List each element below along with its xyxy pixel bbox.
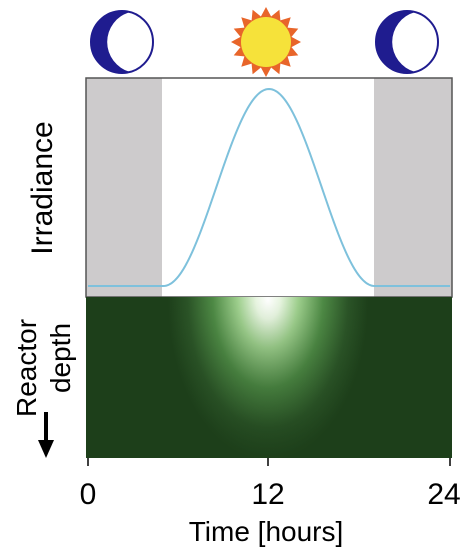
x-axis-label: Time [hours] (189, 516, 344, 547)
down-arrow-icon (38, 412, 54, 458)
sun-icon (231, 7, 301, 77)
x-tick-24: 24 (427, 478, 460, 511)
moon-crescent (375, 11, 415, 74)
reactor-ylabel-line2: depth (45, 323, 76, 393)
x-tick-12: 12 (251, 478, 284, 511)
x-tick-0: 0 (80, 478, 97, 511)
irradiance-curve (88, 87, 450, 287)
night-shade-right (374, 78, 452, 297)
night-shade-left (86, 78, 162, 297)
moon-icon (90, 10, 154, 74)
moon-crescent (90, 10, 130, 74)
reactor-ylabel-line1: Reactor (11, 319, 42, 417)
moon-icon (375, 10, 439, 74)
x-axis: 0 12 24 Time [hours] (80, 458, 461, 547)
irradiance-ylabel: Irradiance (26, 121, 59, 254)
irradiance-panel (85, 77, 453, 298)
reactor-panel (86, 297, 452, 458)
